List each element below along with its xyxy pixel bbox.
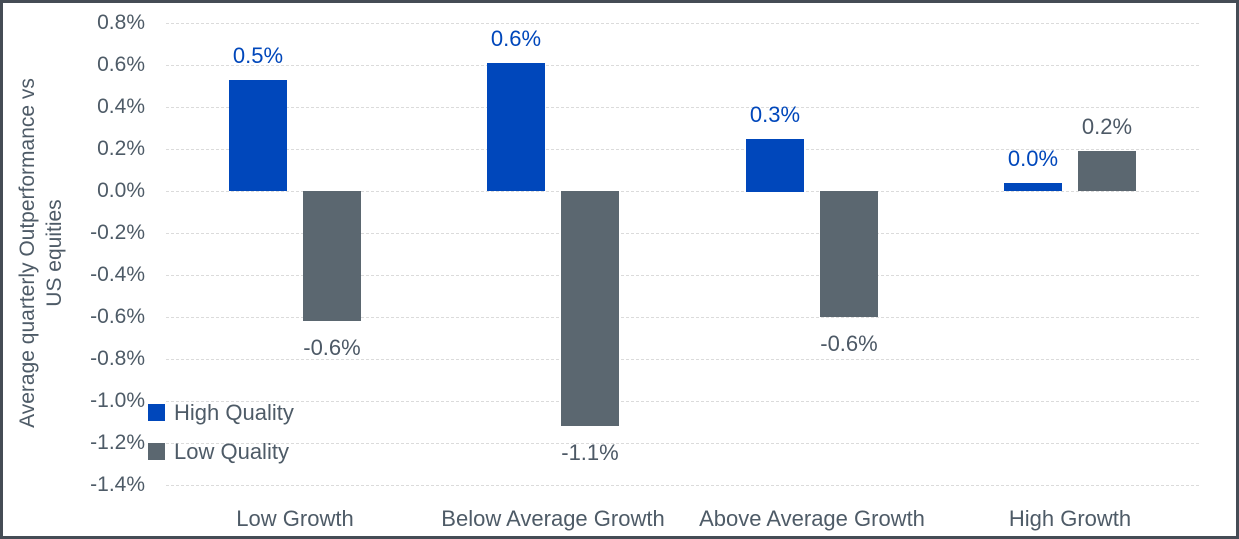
gridline-0-6: [166, 317, 1199, 318]
bar-low-quality-above-average-growth: [820, 191, 878, 317]
y-axis-title: Average quarterly Outperformance vs US e…: [14, 78, 68, 428]
gridline-0-8: [166, 359, 1199, 360]
x-axis-label-high-growth: High Growth: [1008, 506, 1132, 531]
y-tick-0-4: -0.4%: [90, 263, 145, 286]
bar-low-quality-below-average-growth: [561, 191, 619, 426]
y-tick-0-2: 0.2%: [97, 137, 145, 160]
y-tick-1-0: -1.0%: [90, 389, 145, 412]
y-tick-0-0: 0.0%: [97, 179, 145, 202]
value-label-high-quality-below-average-growth: 0.6%: [490, 26, 542, 51]
y-tick-0-6: -0.6%: [90, 305, 145, 328]
y-tick-0-4: 0.4%: [97, 95, 145, 118]
value-label-low-quality-below-average-growth: -1.1%: [561, 440, 619, 465]
gridline-0-6: [166, 65, 1199, 66]
y-axis-title-line1: Average quarterly Outperformance vs: [16, 78, 39, 428]
legend-label-high-quality: High Quality: [174, 399, 294, 425]
legend-label-low-quality: Low Quality: [174, 438, 289, 464]
gridline-0-8: [166, 23, 1199, 24]
y-tick-0-2: -0.2%: [90, 221, 145, 244]
gridline-1-2: [166, 443, 1199, 444]
y-tick-1-4: -1.4%: [90, 473, 145, 496]
x-axis-label-low-growth: Low Growth: [236, 506, 354, 531]
legend-item-low-quality: Low Quality: [148, 438, 294, 465]
value-label-low-quality-high-growth: 0.2%: [1081, 114, 1133, 139]
gridline-0-4: [166, 275, 1199, 276]
y-tick-0-6: 0.6%: [97, 53, 145, 76]
legend-swatch-low-quality: [148, 443, 165, 460]
value-label-low-quality-low-growth: -0.6%: [303, 335, 361, 360]
bar-low-quality-low-growth: [303, 191, 361, 321]
value-label-high-quality-low-growth: 0.5%: [232, 43, 284, 68]
legend: High Quality Low Quality: [148, 399, 294, 477]
value-label-high-quality-high-growth: 0.0%: [1007, 146, 1059, 171]
x-axis-label-above-average-growth: Above Average Growth: [699, 506, 925, 531]
legend-item-high-quality: High Quality: [148, 399, 294, 426]
gridline-0-0: [166, 191, 1199, 192]
x-axis-label-below-average-growth: Below Average Growth: [441, 506, 665, 531]
gridline-0-2: [166, 233, 1199, 234]
y-tick-0-8: -0.8%: [90, 347, 145, 370]
value-label-low-quality-above-average-growth: -0.6%: [820, 331, 878, 356]
y-tick-0-8: 0.8%: [97, 11, 145, 34]
bar-high-quality-above-average-growth: [746, 139, 804, 192]
y-tick-1-2: -1.2%: [90, 431, 145, 454]
bar-low-quality-high-growth: [1078, 151, 1136, 191]
bar-high-quality-high-growth: [1004, 183, 1062, 191]
gridline-1-0: [166, 401, 1199, 402]
gridline-0-4: [166, 107, 1199, 108]
gridline-1-4: [166, 485, 1199, 486]
y-axis-title-line2: US equities: [43, 199, 66, 307]
bar-high-quality-low-growth: [229, 80, 287, 191]
bar-high-quality-below-average-growth: [487, 63, 545, 191]
gridline-0-2: [166, 149, 1199, 150]
value-label-high-quality-above-average-growth: 0.3%: [749, 102, 801, 127]
legend-swatch-high-quality: [148, 404, 165, 421]
